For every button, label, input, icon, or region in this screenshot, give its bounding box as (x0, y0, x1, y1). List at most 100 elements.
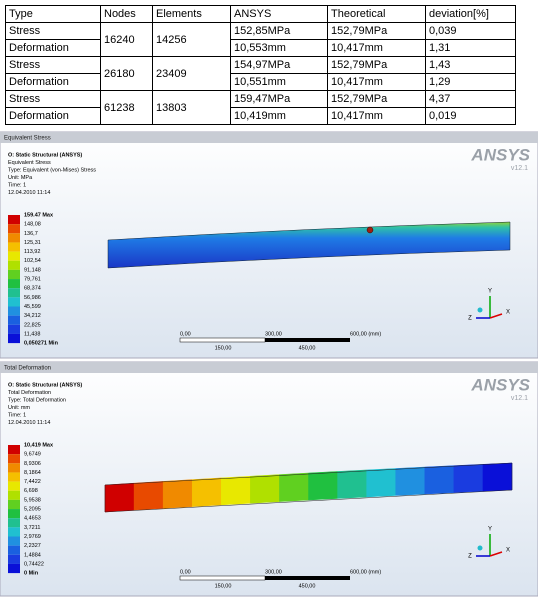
axis-origin (477, 545, 483, 551)
beam-segment (104, 482, 135, 513)
info-line: Equivalent Stress (8, 160, 51, 166)
legend-band (8, 490, 20, 500)
axis-label: X (506, 310, 510, 316)
axis-x (489, 551, 503, 557)
legend-band (8, 306, 20, 316)
legend-band (8, 324, 20, 334)
scale-label: 450,00 (299, 583, 316, 589)
scale-bar-white (179, 575, 266, 581)
legend-label: 45,599 (24, 304, 41, 310)
legend-band (8, 242, 20, 252)
info-line: Type: Total Deformation (8, 397, 66, 403)
legend-band (8, 445, 20, 455)
legend-label: 2,9769 (24, 534, 41, 540)
beam-segment (395, 466, 426, 496)
value-cell: 10,419mm (230, 107, 328, 125)
legend-band (8, 233, 20, 243)
beam-segment (250, 474, 280, 504)
legend-label: 8,9306 (24, 461, 41, 467)
legend-band (8, 518, 20, 528)
legend-band (8, 251, 20, 261)
axis-origin (477, 307, 483, 313)
legend-label: 56,986 (24, 295, 41, 301)
legend-band (8, 224, 20, 234)
legend-band (8, 499, 20, 510)
legend-band (8, 333, 20, 344)
legend-label: 5,2095 (24, 507, 41, 513)
beam-segment (482, 462, 513, 492)
value-cell: 152,79MPa (327, 22, 426, 40)
results-table: Type Nodes Elements ANSYS Theoretical deviati… (5, 5, 516, 125)
row: Deformation 10,419mm 10,417mm 0,019 (5, 107, 516, 125)
axis-label: Z (468, 554, 472, 560)
legend-band (8, 536, 20, 546)
legend-label: 0,050271 Min (24, 341, 59, 347)
legend-band (8, 481, 20, 491)
beam-segment (424, 465, 455, 495)
axis-label: X (506, 548, 510, 554)
nodes-cell: 61238 (100, 90, 153, 125)
legend-band (8, 288, 20, 298)
beam-segment (191, 477, 222, 507)
logo: ANSYS (470, 145, 530, 164)
legend-band (8, 279, 20, 289)
legend-label: 7,4422 (24, 479, 41, 485)
scale-label: 150,00 (215, 583, 232, 589)
legend-label: 4,4653 (24, 516, 41, 522)
legend-label: 125,31 (24, 240, 41, 246)
info-line: 12.04.2010 11:14 (8, 190, 50, 196)
logo-version: v12.1 (511, 165, 528, 172)
legend-label: 6,698 (24, 488, 38, 494)
legend-label: 5,9538 (24, 497, 41, 503)
legend-label: 2,2327 (24, 543, 41, 549)
scale-label: 150,00 (215, 345, 232, 351)
scale-label: 600,00 (mm) (350, 331, 381, 337)
type-cell: Deformation (5, 107, 101, 125)
beam-segment (162, 479, 193, 509)
legend-label: 113,92 (24, 249, 40, 255)
legend-band (8, 269, 20, 280)
viewport-title: Total Deformation (4, 366, 51, 372)
scale-bar-black (265, 338, 350, 342)
axis-label: Z (468, 316, 472, 322)
legend-label: 22,825 (24, 322, 41, 328)
info-line: Unit: mm (8, 405, 30, 411)
logo: ANSYS (470, 375, 530, 394)
info-line: Type: Equivalent (von-Mises) Stress (8, 167, 96, 173)
info-line: Total Deformation (8, 390, 51, 396)
scale-bar-black (265, 576, 350, 580)
row: Deformation 10,551mm 10,417mm 1,29 (5, 73, 516, 91)
legend-band (8, 545, 20, 555)
legend-band (8, 297, 20, 307)
scale-label: 0,00 (180, 331, 191, 337)
legend-band (8, 527, 20, 537)
beam-segment (279, 472, 309, 502)
legend-label: 159.47 Max (24, 212, 54, 218)
legend-label: 0 Min (24, 571, 39, 577)
legend-band (8, 463, 20, 473)
beam-segment (453, 464, 484, 493)
viewport-header (0, 132, 538, 143)
scale-label: 300,00 (265, 331, 282, 337)
beam-outline (104, 462, 513, 513)
beam (107, 221, 511, 269)
legend-band (8, 454, 20, 464)
value-cell: 152,85MPa (230, 22, 328, 40)
legend-label: 3,7211 (24, 525, 40, 531)
legend-band (8, 315, 20, 325)
legend-label: 136,7 (24, 231, 38, 237)
beam-segment (366, 468, 396, 498)
info-line: Unit: MPa (8, 175, 33, 181)
scale-label: 600,00 (mm) (350, 569, 381, 575)
legend-band (8, 472, 20, 482)
header-cell: Theoretical (327, 5, 426, 23)
value-cell: 152,79MPa (327, 56, 426, 74)
header-cell: deviation[%] (425, 5, 516, 23)
legend-band (8, 260, 20, 270)
axis-x (489, 313, 503, 319)
scale-label: 0,00 (180, 569, 191, 575)
legend-label: 10,419 Max (24, 442, 54, 448)
viewport-header (0, 362, 538, 373)
beam-segment (337, 469, 367, 499)
